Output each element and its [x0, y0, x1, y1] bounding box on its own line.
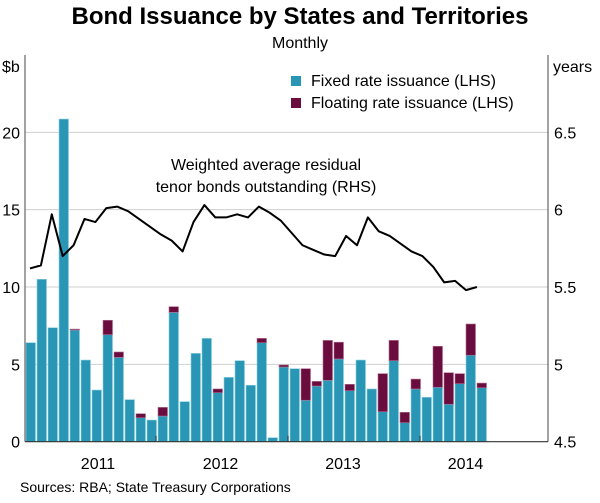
fixed-bar [70, 330, 80, 442]
fixed-bar [389, 361, 399, 442]
right-tick-label: 5 [554, 357, 563, 374]
legend-label-floating: Floating rate issuance (LHS) [311, 95, 514, 112]
floating-bar [378, 374, 388, 412]
right-tick-label: 5.5 [554, 280, 576, 297]
x-tick-label: 2013 [325, 456, 361, 473]
fixed-bar [367, 389, 377, 442]
fixed-bar [345, 391, 355, 442]
fixed-bar [312, 386, 322, 442]
fixed-bar [301, 400, 311, 441]
floating-bar [136, 414, 146, 418]
floating-bar [455, 374, 465, 384]
floating-bar [279, 365, 289, 367]
floating-bar [433, 346, 443, 387]
right-tick-label: 6.5 [554, 125, 576, 142]
fixed-bar [290, 369, 300, 442]
fixed-bar [26, 343, 36, 442]
left-tick-label: 0 [11, 435, 20, 452]
fixed-bar [147, 420, 157, 442]
fixed-bar [169, 312, 179, 441]
x-tick-label: 2014 [448, 456, 484, 473]
floating-bar [312, 381, 322, 386]
floating-bar [477, 383, 487, 388]
source-note: Sources: RBA; State Treasury Corporation… [20, 479, 291, 495]
floating-bar [345, 384, 355, 390]
fixed-bar [246, 385, 256, 441]
fixed-bar [92, 390, 102, 442]
fixed-bar [136, 418, 146, 442]
chart-subtitle: Monthly [272, 35, 328, 52]
chart-title: Bond Issuance by States and Territories [71, 3, 528, 30]
floating-bar [158, 407, 168, 416]
fixed-bar [125, 400, 135, 442]
legend-swatch-fixed [291, 76, 301, 86]
fixed-bar [378, 412, 388, 442]
fixed-bar [323, 380, 333, 441]
legend-label-fixed: Fixed rate issuance (LHS) [311, 73, 496, 90]
fixed-bar [180, 402, 190, 442]
floating-bar [70, 329, 80, 330]
legend: Fixed rate issuance (LHS) Floating rate … [291, 73, 514, 112]
floating-bar [257, 338, 267, 342]
fixed-bar [356, 360, 366, 442]
floating-bar [301, 369, 311, 401]
fixed-bar [466, 355, 476, 441]
floating-bar [103, 320, 113, 334]
fixed-bar [235, 361, 245, 442]
floating-bar [114, 352, 124, 357]
fixed-bar [268, 438, 278, 442]
fixed-bar [400, 423, 410, 442]
floating-bar [334, 342, 344, 359]
fixed-bar [114, 357, 124, 441]
fixed-bar [224, 377, 234, 441]
left-tick-label: 5 [11, 357, 20, 374]
fixed-bar [213, 393, 223, 442]
fixed-bar [444, 404, 454, 441]
fixed-bar [334, 359, 344, 442]
legend-swatch-floating [291, 98, 301, 108]
right-axis-unit: years [553, 59, 592, 76]
fixed-bar [422, 397, 432, 441]
fixed-bar [103, 335, 113, 442]
fixed-bar [81, 360, 91, 442]
fixed-bar [477, 388, 487, 442]
fixed-bar [257, 343, 267, 442]
fixed-bar [279, 367, 289, 442]
x-tick-label: 2011 [81, 456, 116, 473]
left-axis-unit: $b [2, 59, 20, 76]
floating-bar [466, 324, 476, 355]
right-tick-label: 4.5 [554, 435, 576, 452]
left-tick-label: 20 [2, 125, 20, 142]
fixed-bar [37, 279, 47, 441]
fixed-bar [48, 328, 58, 442]
line-annotation-2: tenor bonds outstanding (RHS) [156, 179, 377, 196]
floating-bar [169, 307, 179, 313]
fixed-bar [158, 416, 168, 442]
floating-bar [213, 389, 223, 393]
fixed-bar [59, 119, 69, 442]
left-tick-label: 10 [2, 280, 20, 297]
line-annotation-1: Weighted average residual [171, 157, 361, 174]
left-tick-label: 15 [2, 203, 20, 220]
right-tick-label: 6 [554, 203, 563, 220]
floating-bar [444, 373, 454, 405]
fixed-bar [433, 387, 443, 441]
fixed-bar [411, 389, 421, 442]
fixed-bar [191, 353, 201, 441]
floating-bar [323, 340, 333, 380]
tenor-line [30, 205, 477, 290]
fixed-bar [202, 338, 212, 441]
fixed-bar [455, 384, 465, 442]
floating-bar [411, 379, 421, 389]
floating-bar [389, 340, 399, 360]
floating-bar [400, 412, 410, 422]
x-tick-label: 2012 [203, 456, 239, 473]
